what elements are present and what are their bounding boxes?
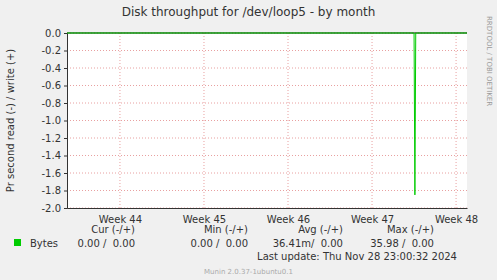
y-grid-line — [67, 190, 467, 191]
y-tick-mark — [64, 138, 67, 139]
y-tick: -2.0 — [41, 203, 67, 214]
last-update: Last update: Thu Nov 28 23:00:32 2024 — [257, 251, 457, 262]
y-tick-label: -1.0 — [41, 115, 61, 126]
y-tick-mark — [64, 86, 67, 87]
y-tick-mark — [64, 191, 67, 192]
x-tick-label: Week 48 — [435, 214, 478, 225]
y-tick-mark — [64, 68, 67, 69]
y-grid-line — [67, 85, 467, 86]
legend-swatch — [14, 239, 21, 246]
y-tick-label: -1.8 — [41, 185, 61, 196]
y-tick-mark — [64, 156, 67, 157]
y-tick-mark — [64, 208, 67, 209]
y-grid-line — [67, 208, 467, 209]
watermark: RRDTOOL / TOBI OETIKER — [485, 16, 493, 106]
y-tick-mark — [64, 103, 67, 104]
y-tick-label: -1.4 — [41, 150, 61, 161]
stats-header: Cur (-/+) — [91, 224, 135, 235]
x-tick: Week 47 — [351, 208, 394, 225]
y-tick: -1.4 — [41, 150, 67, 161]
x-grid-line — [203, 33, 204, 208]
plot-area — [67, 33, 467, 208]
y-tick-mark — [64, 33, 67, 34]
x-axis-line — [68, 208, 468, 209]
y-tick: -1.2 — [41, 133, 67, 144]
y-tick-label: -1.2 — [41, 133, 61, 144]
y-grid-line — [67, 120, 467, 121]
x-tick: Week 46 — [267, 208, 310, 225]
grid — [67, 33, 467, 208]
y-tick-label: -0.8 — [41, 98, 61, 109]
y-grid-line — [67, 50, 467, 51]
y-tick-label: -0.2 — [41, 45, 61, 56]
y-grid-line — [67, 103, 467, 104]
y-tick-label: 0.0 — [45, 28, 61, 39]
y-axis: 0.0 -0.2 -0.4 -0.6 -0.8 -1.0 -1.2 -1.4 -1.6 -1.8 -… — [41, 28, 67, 214]
y-tick: -0.4 — [41, 63, 67, 74]
y-grid-line — [67, 138, 467, 139]
y-tick: 0.0 — [45, 28, 67, 39]
series-group — [67, 33, 467, 195]
y-tick-label: -1.6 — [41, 168, 61, 179]
stats-header: Min (-/+) — [204, 224, 248, 235]
x-grid-line — [288, 33, 289, 208]
y-tick-label: -0.6 — [41, 80, 61, 91]
y-axis-title: Pr second read (-) / write (+) — [5, 49, 16, 192]
stats-value: 36.41m/ 0.00 — [273, 238, 343, 249]
stats-value: 0.00 / 0.00 — [191, 238, 248, 249]
y-tick: -0.8 — [41, 98, 67, 109]
y-grid-line — [67, 68, 467, 69]
credit: Munin 2.0.37-1ubuntu0.1 — [204, 268, 293, 276]
y-tick-mark — [64, 121, 67, 122]
x-tick: Week 48 — [435, 208, 478, 225]
x-grid-line — [119, 33, 120, 208]
y-tick: -1.6 — [41, 168, 67, 179]
y-grid-line — [67, 155, 467, 156]
title: Disk throughput for /dev/loop5 - by mont… — [122, 5, 376, 19]
y-tick-label: -2.0 — [41, 203, 61, 214]
x-tick: Week 45 — [183, 208, 226, 225]
stats-header: Max (-/+) — [387, 224, 434, 235]
x-tick: Week 44 — [99, 208, 142, 225]
x-grid-line — [456, 33, 457, 208]
stats-value: 0.00 / 0.00 — [78, 238, 135, 249]
y-tick: -1.0 — [41, 115, 67, 126]
stats-header: Avg (-/+) — [298, 224, 343, 235]
y-tick: -1.8 — [41, 185, 67, 196]
chart: 0.0 -0.2 -0.4 -0.6 -0.8 -1.0 -1.2 -1.4 -1.6 -1.8 -… — [0, 0, 497, 280]
x-axis: Week 44 Week 45 Week 46 Week 47 Week 48 — [68, 208, 479, 225]
x-grid-line — [372, 33, 373, 208]
y-tick-mark — [64, 51, 67, 52]
legend-label: Bytes — [30, 238, 58, 249]
background — [0, 0, 497, 280]
y-tick: -0.6 — [41, 80, 67, 91]
y-grid-line — [67, 173, 467, 174]
y-axis-line — [64, 34, 68, 209]
stats-value: 35.98 / 0.00 — [370, 238, 434, 249]
y-tick-mark — [64, 173, 67, 174]
y-tick-label: -0.4 — [41, 63, 61, 74]
series-line — [67, 33, 467, 195]
y-tick: -0.2 — [41, 45, 67, 56]
